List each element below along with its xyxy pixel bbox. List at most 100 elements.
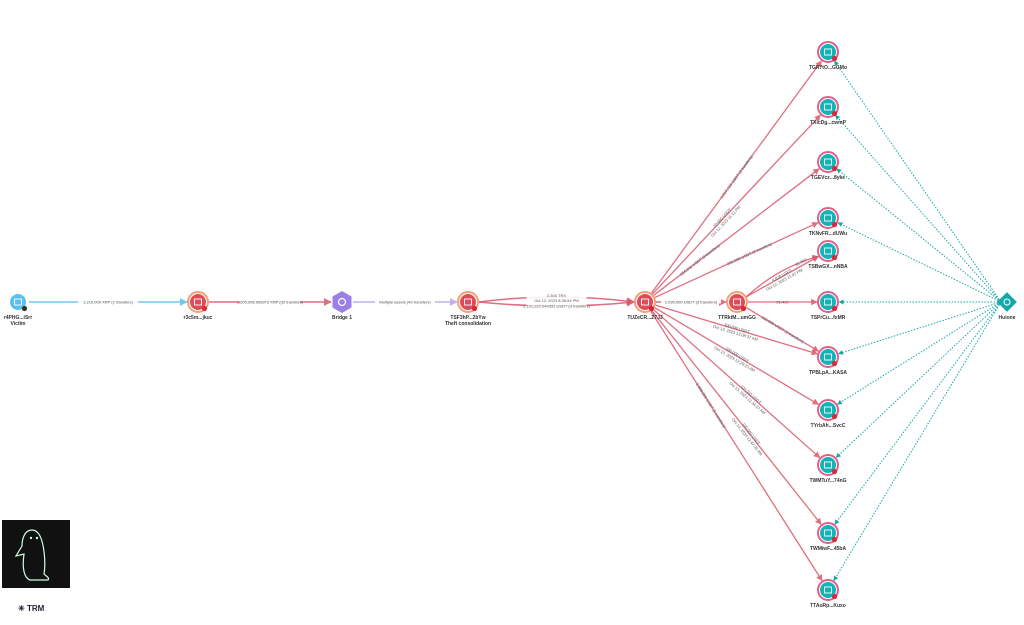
edge-amount: 2,101,222.049331 USDT (3 transfers)	[523, 303, 591, 308]
edge-ttr-d5[interactable]	[746, 254, 820, 298]
wallet-icon	[824, 406, 832, 414]
trm-brand: ✳ TRM	[18, 604, 45, 613]
flag-badge-icon	[831, 360, 838, 367]
edge-amount: 200,000 USDT (2 transfers)	[726, 241, 773, 266]
exchange-link-d4[interactable]	[837, 222, 1002, 303]
node-label: Bridge 1	[332, 315, 352, 321]
edge-tuz-d8[interactable]	[654, 307, 820, 405]
edge-amount: 1,210,000 XRP (2 transfers)	[83, 299, 133, 304]
flag-badge-icon	[831, 413, 838, 420]
wallet-icon	[824, 214, 832, 222]
edge-label: 1,210,000 XRP (2 transfers)	[78, 298, 138, 304]
exchange-link-d2[interactable]	[835, 114, 1002, 303]
node-d8[interactable]: TYrbAh...SvcC	[811, 399, 846, 429]
edge-amount: 1,017,416 USDT (3 transfers)	[719, 154, 754, 200]
node-bridge[interactable]: Bridge 1	[332, 291, 352, 321]
edge-label: 51,410	[776, 299, 789, 304]
exchange-link-d11[interactable]	[833, 301, 1002, 582]
wallet-icon	[641, 298, 649, 306]
wallet-icon	[824, 247, 832, 255]
penguin-logo	[2, 520, 70, 588]
node-d9[interactable]: TWMTuY...74nG	[809, 454, 847, 484]
node-label: TGR7tO...GGMo	[809, 65, 847, 71]
edge-label: 150,000 USDT (2 transfers)	[760, 315, 805, 345]
node-d2[interactable]: TXicDg...cwmP	[810, 96, 847, 126]
edge-tuz-d7[interactable]	[655, 304, 819, 356]
edge-ttr-d7[interactable]	[746, 307, 820, 352]
node-label: TWMiwF...45bA	[810, 546, 847, 552]
wallet-icon	[824, 298, 832, 306]
exchange-link-d10[interactable]	[834, 301, 1002, 525]
flag-badge-icon	[831, 221, 838, 228]
edge-tuz-d4[interactable]	[654, 221, 819, 299]
exchange-link-d8[interactable]	[836, 301, 1002, 405]
node-huione[interactable]: Huione	[997, 292, 1017, 321]
node-r3c[interactable]: r3c5m...jkuc	[184, 291, 213, 321]
node-label: TSBwGX...nNBA	[808, 264, 848, 270]
edge-amount: 51,410	[776, 299, 789, 304]
edge-tuz-d2[interactable]	[652, 114, 821, 295]
node-label: Huione	[999, 315, 1016, 321]
node-tuz[interactable]: TUZeCR...Z7JJ	[627, 291, 663, 321]
flag-badge-icon	[831, 55, 838, 62]
edge-ttr-d5[interactable]	[746, 255, 819, 298]
node-label: TGEVcz...8yke	[811, 175, 845, 181]
node-sublabel: Victim	[11, 321, 26, 327]
node-d5[interactable]: TSBwGX...nNBA	[808, 240, 848, 270]
node-label: TPBLpA...KASA	[809, 370, 847, 376]
exchange-link-d9[interactable]	[835, 301, 1002, 458]
node-label: TUZeCR...Z7JJ	[627, 315, 663, 321]
node-d4[interactable]: TKNvFR...dUWu	[809, 207, 847, 237]
node-label: TTAoRp...Kuxo	[810, 603, 846, 609]
flag-badge-icon	[831, 468, 838, 475]
node-ttr[interactable]: TTRktM...umGG	[718, 291, 756, 321]
wallet-icon	[14, 298, 22, 306]
node-d6[interactable]: TSPrCu...fxMR	[811, 291, 846, 321]
edge-label: Multiple assets (40 transfers)	[375, 298, 435, 304]
flag-badge-icon	[471, 305, 478, 312]
edge-amount: 1,030,000 USDT (3 transfers)	[665, 299, 718, 304]
wallet-icon	[733, 298, 741, 306]
edge-tuz-d9[interactable]	[652, 308, 821, 459]
edge-timestamp: Oct 13, 2023 12:47:33 AM	[731, 417, 764, 457]
exchange-link-d1[interactable]	[833, 60, 1002, 303]
node-d7[interactable]: TPBLpA...KASA	[809, 346, 847, 376]
wallet-icon	[824, 103, 832, 111]
edge-timestamp: Oct 13, 2023 12:34:27 AM	[728, 381, 766, 416]
edge-tuz-d3[interactable]	[653, 168, 820, 296]
node-d10[interactable]: TWMiwF...45bA	[810, 522, 847, 552]
exchange-link-d3[interactable]	[836, 168, 1002, 303]
edge-tuz-d11[interactable]	[650, 310, 823, 582]
flag-badge-icon	[831, 110, 838, 117]
flag-badge-icon	[831, 593, 838, 600]
node-label: TSPrCu...fxMR	[811, 315, 846, 321]
node-sublabel: Theft consolidation	[445, 321, 491, 327]
edge-tuz-d10[interactable]	[651, 310, 822, 525]
edge-amount: 2,300 TRX	[547, 293, 566, 298]
edge-label: 200,000 USDT (2 transfers)	[726, 241, 773, 266]
node-label: TWMTuY...74nG	[809, 478, 846, 484]
flag-badge-icon	[831, 536, 838, 543]
flag-badge-icon	[831, 165, 838, 172]
node-label: TXicDg...cwmP	[810, 120, 847, 126]
wallet-icon	[824, 529, 832, 537]
node-d11[interactable]: TTAoRp...Kuxo	[810, 579, 846, 609]
node-label: r3c5m...jkuc	[184, 315, 213, 321]
wallet-icon	[824, 586, 832, 594]
exchange-icon	[1003, 298, 1011, 306]
edge-tuz-d1[interactable]	[650, 60, 823, 294]
node-d3[interactable]: TGEVcz...8yke	[811, 151, 845, 181]
node-label: r4PHG...iSrr	[4, 315, 32, 321]
flag-badge-icon	[21, 305, 28, 312]
edge-label: 1,200,998.999373 XRP (32 transfers)	[237, 298, 304, 304]
edge-label: 2,101,222.049331 USDT (3 transfers)	[523, 302, 591, 308]
node-d1[interactable]: TGR7tO...GGMo	[809, 41, 847, 71]
exchange-link-d7[interactable]	[838, 301, 1002, 355]
